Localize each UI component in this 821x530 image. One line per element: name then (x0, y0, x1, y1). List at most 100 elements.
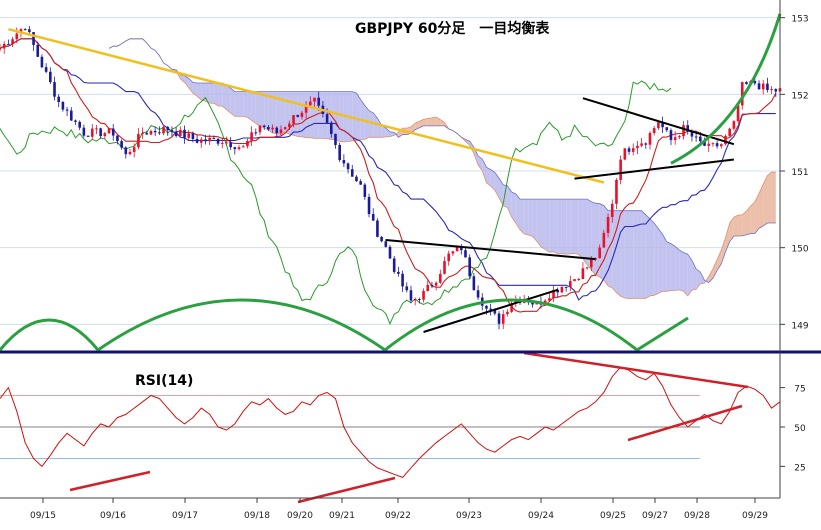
candle-body (233, 147, 237, 150)
candle-body (548, 298, 551, 301)
kumo-cloud-segment (234, 91, 240, 117)
kumo-cloud-segment (280, 91, 286, 135)
candle-body (665, 127, 669, 131)
kumo-cloud-segment (247, 91, 252, 121)
candle-body (682, 125, 685, 137)
candle-body (489, 308, 492, 310)
kumo-cloud-segment (658, 228, 663, 294)
candle-body (615, 179, 618, 204)
candle-body (422, 290, 425, 300)
kumo-cloud-segment (595, 203, 600, 277)
candle-body (388, 246, 392, 259)
kumo-cloud-segment (490, 169, 495, 191)
kumo-cloud-segment (637, 210, 642, 299)
candle-body (506, 311, 509, 315)
kumo-cloud-segment (356, 93, 361, 141)
kumo-cloud-segment (218, 82, 223, 107)
candle-body (82, 127, 86, 136)
candle-body (275, 127, 279, 134)
candle-body (191, 133, 195, 139)
candle-body (761, 83, 765, 90)
rsi-trendline (523, 351, 749, 389)
kumo-cloud-segment (750, 202, 755, 234)
candle-body (652, 128, 656, 134)
candle-body (246, 140, 249, 147)
candle-body (99, 128, 102, 137)
candle-body (736, 105, 740, 122)
candle-body (346, 163, 350, 170)
candle-body (753, 81, 757, 84)
candle-body (262, 125, 266, 127)
candle-body (430, 284, 434, 286)
y-tick-label: 149 (791, 321, 808, 331)
kumo-cloud-segment (650, 218, 655, 296)
candle-body (313, 97, 316, 102)
candle-body (443, 261, 446, 274)
kijun-sen-line (0, 38, 776, 301)
candle-body (359, 181, 362, 185)
kumo-cloud-segment (742, 210, 747, 236)
kumo-cloud-segment (645, 214, 650, 299)
kumo-cloud-segment (515, 193, 520, 230)
candle-body (28, 29, 31, 33)
kumo-cloud-segment (184, 75, 189, 88)
candle-body (355, 176, 358, 182)
candle-body (350, 169, 354, 177)
kumo-cloud-segment (427, 117, 432, 126)
kumo-cloud-segment (264, 91, 269, 131)
rsi-y-tick-label: 50 (794, 424, 806, 434)
candle-body (103, 133, 107, 137)
kumo-cloud-segment (746, 206, 751, 235)
candle-body (707, 143, 711, 146)
candle-body (78, 121, 81, 128)
candle-body (623, 148, 627, 160)
kumo-cloud-segment (381, 125, 386, 138)
kumo-cloud-segment (385, 128, 390, 137)
candle-body (602, 232, 606, 248)
cycle-arc (0, 318, 100, 351)
kumo-cloud-segment (733, 215, 739, 237)
kumo-cloud-segment (440, 119, 445, 126)
candle-body (648, 133, 652, 145)
candle-body (699, 136, 702, 142)
x-tick-label: 09/20 (287, 511, 313, 521)
candle-body (241, 146, 245, 148)
kumo-cloud-segment (230, 88, 235, 117)
candle-body (132, 147, 136, 152)
x-tick-label: 09/25 (600, 511, 626, 521)
candle-body (464, 250, 467, 258)
candle-body (174, 131, 178, 136)
candle-body (564, 286, 568, 288)
candle-body (501, 314, 505, 324)
candle-body (560, 286, 564, 293)
x-tick-label: 09/22 (385, 511, 411, 521)
candle-body (485, 305, 488, 309)
rsi-y-tick-label: 25 (794, 463, 805, 473)
candle-body (74, 120, 77, 122)
candle-body (153, 130, 157, 133)
candle-body (409, 290, 413, 301)
candle-body (392, 258, 396, 272)
rsi-y-tick-label: 75 (794, 385, 805, 395)
kumo-cloud-segment (771, 172, 776, 224)
kumo-cloud-segment (620, 210, 625, 298)
kumo-cloud-segment (574, 199, 579, 255)
candle-body (111, 128, 115, 136)
candle-body (694, 136, 698, 138)
kumo-cloud-segment (243, 91, 248, 118)
candle-body (581, 268, 585, 280)
candle-body (669, 130, 673, 141)
kumo-cloud-segment (352, 91, 357, 141)
candle-body (552, 289, 555, 299)
kumo-cloud-segment (415, 121, 420, 130)
candle-body (141, 133, 144, 135)
candle-body (631, 148, 635, 152)
candle-body (719, 144, 723, 147)
candle-body (95, 128, 98, 130)
rsi-panel (0, 351, 781, 504)
candle-body (690, 131, 694, 137)
candle-body (300, 112, 304, 117)
kumo-cloud-segment (633, 210, 638, 299)
price-panel (0, 13, 782, 352)
chikou-span-line (0, 80, 672, 326)
